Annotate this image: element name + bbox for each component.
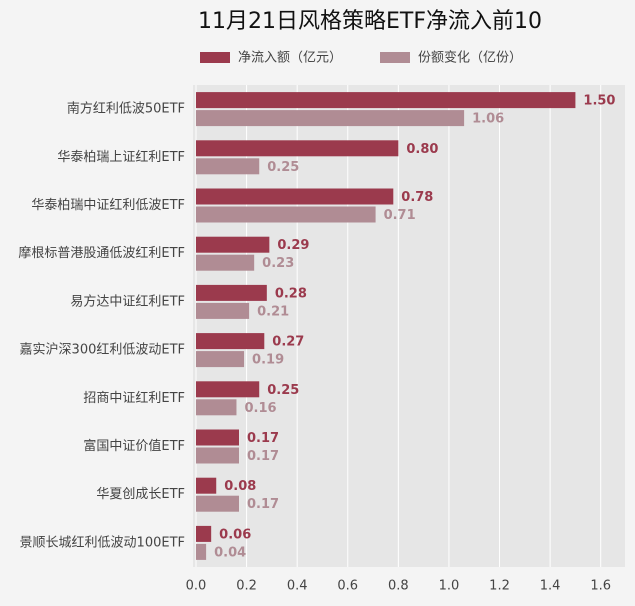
value-label: 0.71 <box>384 208 416 223</box>
legend-label: 净流入额（亿元） <box>238 51 342 66</box>
y-tick-label: 华夏创成长ETF <box>96 487 185 502</box>
bar <box>196 110 465 127</box>
bar <box>196 92 576 109</box>
bar <box>196 525 212 542</box>
x-tick-label: 0.4 <box>287 579 308 594</box>
bar <box>196 351 245 368</box>
y-tick-label: 华泰柏瑞上证红利ETF <box>57 149 185 165</box>
legend-swatch <box>200 52 230 63</box>
plot-area <box>193 85 625 567</box>
value-label: 0.27 <box>272 335 304 350</box>
x-tick-label: 0.2 <box>236 579 257 594</box>
y-tick-label: 摩根标普港股通低波红利ETF <box>18 245 185 261</box>
value-label: 1.50 <box>583 94 615 109</box>
bar <box>196 447 239 464</box>
bar <box>196 477 217 494</box>
value-label: 0.23 <box>262 256 294 271</box>
bar <box>196 429 239 446</box>
x-tick-label: 0.8 <box>388 579 409 594</box>
x-tick-label: 0.0 <box>186 579 207 594</box>
value-label: 0.25 <box>267 383 299 398</box>
bar <box>196 284 267 301</box>
bar <box>196 399 237 416</box>
value-label: 0.17 <box>247 497 279 512</box>
value-label: 0.78 <box>401 190 433 205</box>
y-tick-label: 招商中证红利ETF <box>83 390 185 406</box>
value-label: 0.16 <box>244 401 276 416</box>
x-tick-label: 0.6 <box>337 579 358 594</box>
value-label: 0.25 <box>267 160 299 175</box>
value-label: 0.04 <box>214 545 246 560</box>
bar <box>196 302 250 319</box>
value-label: 0.28 <box>275 286 307 301</box>
value-label: 0.17 <box>247 449 279 464</box>
bar <box>196 495 239 512</box>
chart-title: 11月21日风格策略ETF净流入前10 <box>198 9 542 34</box>
legend-swatch <box>380 52 410 63</box>
value-label: 1.06 <box>472 112 504 127</box>
bar <box>196 188 394 205</box>
bar <box>196 236 270 253</box>
y-tick-label: 景顺长城红利低波动100ETF <box>20 534 185 550</box>
y-tick-label: 富国中证价值ETF <box>83 438 185 454</box>
value-label: 0.19 <box>252 353 284 368</box>
y-tick-label: 嘉实沪深300红利低波动ETF <box>20 342 185 358</box>
bar <box>196 158 260 175</box>
value-label: 0.08 <box>224 479 256 494</box>
bar <box>196 140 399 157</box>
y-tick-label: 南方红利低波50ETF <box>67 101 185 117</box>
bar <box>196 254 255 271</box>
y-tick-label: 华泰柏瑞中证红利低波ETF <box>31 197 185 213</box>
value-label: 0.06 <box>219 527 251 542</box>
value-label: 0.17 <box>247 431 279 446</box>
x-tick-label: 1.0 <box>439 579 460 594</box>
x-tick-label: 1.2 <box>489 579 510 594</box>
x-tick-label: 1.4 <box>540 579 561 594</box>
value-label: 0.21 <box>257 304 289 319</box>
value-label: 0.29 <box>277 238 309 253</box>
x-tick-label: 1.6 <box>590 579 611 594</box>
bar <box>196 206 376 223</box>
bar <box>196 381 260 398</box>
legend-label: 份额变化（亿份） <box>418 50 522 66</box>
bar <box>196 543 207 560</box>
y-tick-label: 易方达中证红利ETF <box>70 293 185 309</box>
bar <box>196 333 265 350</box>
value-label: 0.80 <box>406 142 438 157</box>
